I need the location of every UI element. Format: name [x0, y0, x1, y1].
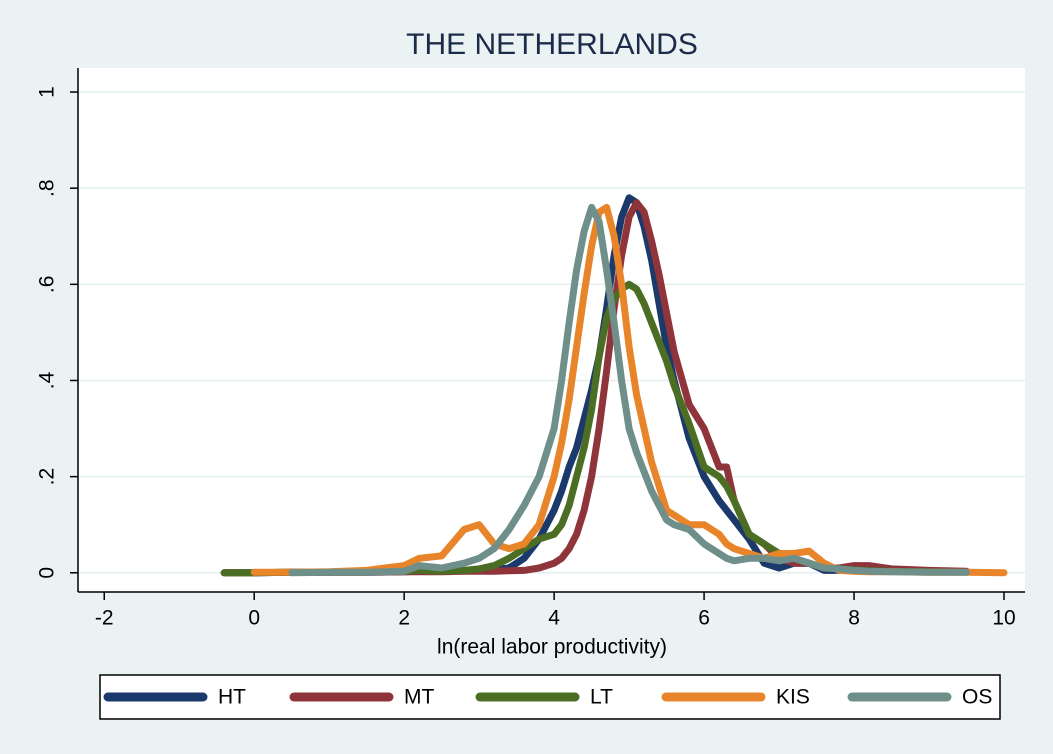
y-tick-label: .2 — [36, 468, 59, 486]
x-tick-label: 8 — [848, 607, 860, 630]
legend-label: LT — [590, 686, 613, 709]
plot-area — [78, 68, 1025, 592]
y-tick-label: 1 — [36, 86, 59, 98]
x-tick-label: 6 — [698, 607, 710, 630]
series-line — [250, 203, 1008, 577]
legend-label: MT — [404, 686, 434, 709]
x-tick-label: 0 — [248, 607, 260, 630]
x-tick-label: 4 — [548, 607, 560, 630]
legend-label: OS — [962, 686, 992, 709]
y-tick-label: .8 — [36, 179, 59, 197]
chart-title: THE NETHERLANDS — [406, 28, 698, 61]
x-tick-label: 10 — [992, 607, 1015, 630]
legend-label: HT — [218, 686, 246, 709]
y-tick-label: .4 — [36, 371, 59, 389]
x-tick-label: -2 — [95, 607, 114, 630]
x-axis-label: ln(real labor productivity) — [437, 636, 667, 659]
x-tick-label: 2 — [398, 607, 410, 630]
legend-label: KIS — [776, 686, 810, 709]
series-line — [288, 203, 970, 577]
y-tick-label: 0 — [36, 567, 59, 579]
y-tick-label: .6 — [36, 276, 59, 294]
